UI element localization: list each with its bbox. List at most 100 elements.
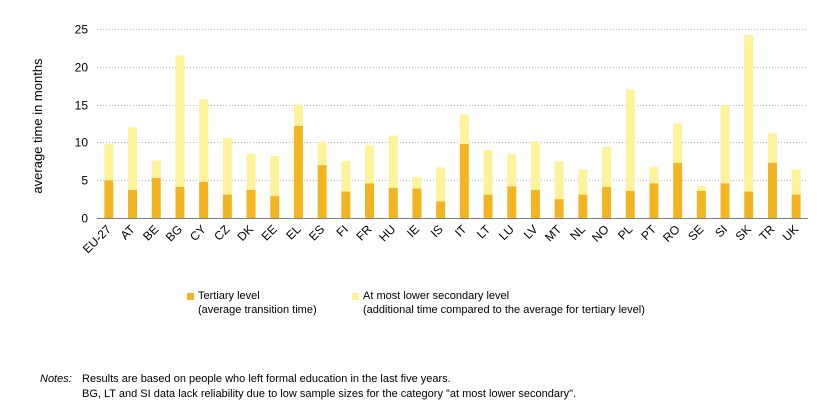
bar-lower-secondary-hu xyxy=(388,135,398,188)
legend-swatch-tertiary xyxy=(187,293,194,300)
bar-lower-secondary-si xyxy=(720,105,730,184)
x-tick-label: RO xyxy=(660,222,683,245)
bar-lower-secondary-is xyxy=(436,167,446,202)
x-tick-label: LT xyxy=(474,222,494,242)
bar-tertiary-ee xyxy=(270,196,280,218)
x-tick-label: IS xyxy=(428,222,446,240)
notes-label: Notes: xyxy=(40,373,72,385)
bar-lower-secondary-lv xyxy=(530,141,540,191)
x-tick-label: LU xyxy=(496,222,517,243)
x-tick-label: EE xyxy=(259,222,280,243)
bar-lower-secondary-no xyxy=(602,146,612,188)
bar-tertiary-at xyxy=(128,190,138,218)
x-tick-label: UK xyxy=(780,222,802,244)
legend-label-tertiary: Tertiary level xyxy=(198,290,260,302)
bar-lower-secondary-el xyxy=(293,104,303,126)
bar-tertiary-se xyxy=(696,190,706,218)
bar-lower-secondary-lt xyxy=(483,149,493,195)
x-tick-label: ES xyxy=(306,222,327,243)
bar-lower-secondary-eu-27 xyxy=(104,143,114,181)
bar-tertiary-pt xyxy=(649,183,659,218)
y-tick-label: 5 xyxy=(81,174,88,188)
bar-tertiary-is xyxy=(436,201,446,218)
x-tick-label: CZ xyxy=(211,222,232,243)
bar-tertiary-el xyxy=(293,125,303,218)
stacked-bar-chart: 0 5 10 15 20 25 EU-27 AT BE BG CY CZ DK EE EL ES FI FR HU… xyxy=(30,23,808,256)
y-axis-label: average time in months xyxy=(30,58,45,194)
gridlines xyxy=(97,29,808,219)
x-tick-label: EU-27 xyxy=(80,222,114,256)
bar-lower-secondary-at xyxy=(128,127,138,191)
bar-tertiary-fr xyxy=(365,183,375,218)
bar-tertiary-cy xyxy=(199,181,209,218)
x-tick-label: FR xyxy=(353,222,374,243)
bar-tertiary-ie xyxy=(412,188,422,218)
y-tick-label: 20 xyxy=(75,61,89,75)
bar-lower-secondary-es xyxy=(317,141,327,166)
x-tick-label: NL xyxy=(567,222,588,243)
bar-lower-secondary-fi xyxy=(341,161,351,192)
bar-lower-secondary-pt xyxy=(649,166,659,184)
legend-sublabel-tertiary: (average transition time) xyxy=(198,304,317,316)
notes-line-1: Results are based on people who left for… xyxy=(82,373,451,385)
bar-lower-secondary-pl xyxy=(625,89,635,191)
x-tick-label: SE xyxy=(685,222,706,243)
legend-swatch-lower-secondary xyxy=(352,293,359,300)
bar-tertiary-it xyxy=(459,143,469,218)
bar-tertiary-be xyxy=(151,177,161,218)
bar-tertiary-ro xyxy=(673,162,683,218)
x-tick-label: BE xyxy=(140,222,161,243)
x-tick-label: HU xyxy=(376,222,398,244)
y-tick-label: 10 xyxy=(75,136,89,150)
bar-tertiary-mt xyxy=(554,199,564,218)
x-tick-label: NO xyxy=(589,222,612,245)
bar-lower-secondary-nl xyxy=(578,169,588,195)
x-tick-label: PT xyxy=(638,222,659,243)
x-tick-label: DK xyxy=(234,222,256,244)
x-tick-label: MT xyxy=(542,222,565,245)
x-axis-ticks: EU-27 AT BE BG CY CZ DK EE EL ES FI FR HU IE IS IT LT LU L… xyxy=(80,222,801,256)
legend-label-lower-secondary: At most lower secondary level xyxy=(363,290,510,302)
bar-tertiary-dk xyxy=(246,190,256,218)
bar-tertiary-lv xyxy=(530,190,540,218)
bar-tertiary-si xyxy=(720,183,730,218)
bar-tertiary-lu xyxy=(507,186,517,218)
bar-lower-secondary-cz xyxy=(222,137,232,195)
notes-line-2: BG, LT and SI data lack reliability due … xyxy=(82,388,577,400)
bar-lower-secondary-tr xyxy=(767,133,777,163)
bar-tertiary-cz xyxy=(222,194,232,218)
x-tick-label: BG xyxy=(163,222,185,244)
y-tick-label: 25 xyxy=(75,23,89,37)
legend-sublabel-lower-secondary: (additional time compared to the average… xyxy=(363,304,645,316)
bar-lower-secondary-it xyxy=(459,114,469,144)
x-tick-label: AT xyxy=(118,222,139,243)
bar-lower-secondary-lu xyxy=(507,153,517,187)
bar-tertiary-tr xyxy=(767,162,777,218)
x-tick-label: IT xyxy=(452,222,470,240)
x-tick-label: PL xyxy=(615,222,636,243)
x-tick-label: EL xyxy=(283,222,304,243)
bar-lower-secondary-fr xyxy=(365,145,375,184)
bar-lower-secondary-ro xyxy=(673,123,683,163)
y-axis-ticks: 0 5 10 15 20 25 xyxy=(75,23,89,226)
x-tick-label: IE xyxy=(404,222,422,240)
bar-lower-secondary-be xyxy=(151,160,161,178)
bar-lower-secondary-ie xyxy=(412,177,422,189)
bar-tertiary-es xyxy=(317,165,327,218)
bar-lower-secondary-uk xyxy=(791,169,801,195)
bar-tertiary-uk xyxy=(791,194,801,218)
y-tick-label: 0 xyxy=(81,212,88,226)
x-tick-label: CY xyxy=(187,222,209,244)
y-tick-label: 15 xyxy=(75,99,89,113)
x-tick-label: SK xyxy=(733,222,754,243)
bar-tertiary-bg xyxy=(175,187,185,218)
bar-lower-secondary-mt xyxy=(554,161,564,200)
bar-lower-secondary-cy xyxy=(199,99,209,182)
x-tick-label: FI xyxy=(334,222,351,239)
x-tick-label: TR xyxy=(756,222,777,243)
bar-lower-secondary-sk xyxy=(744,35,754,192)
bar-tertiary-lt xyxy=(483,194,493,218)
bar-lower-secondary-dk xyxy=(246,153,256,191)
bars xyxy=(104,35,801,218)
x-tick-label: SI xyxy=(712,222,730,240)
